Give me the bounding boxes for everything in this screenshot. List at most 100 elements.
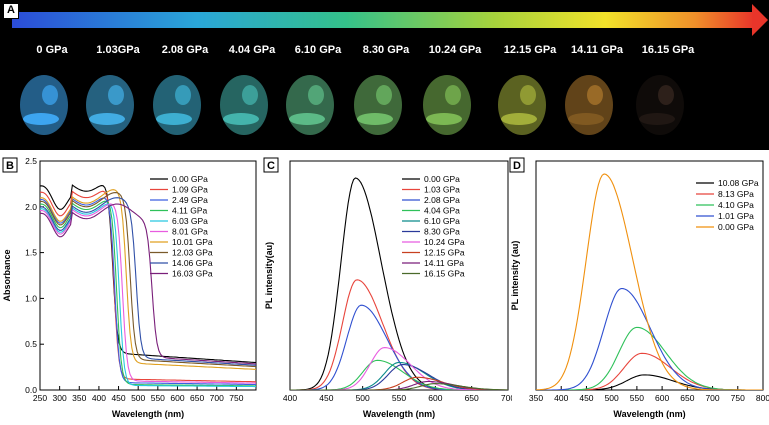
legend-label: 1.03 GPa — [424, 185, 460, 195]
plot-frame — [289, 160, 509, 391]
crystal-glow-image — [86, 75, 134, 135]
legend-label: 14.06 GPa — [172, 258, 213, 268]
legend-label: 6.03 GPa — [172, 216, 208, 226]
svg-text:D: D — [513, 160, 521, 172]
panel-c-svg: 400 450 500 550 600 650 700 Wavelength (nm) PL i… — [263, 157, 515, 419]
crystal-glow-image — [423, 75, 471, 135]
pressure-label: 14.11 GPa — [571, 44, 624, 56]
series-line — [40, 197, 256, 386]
x-tick-label: 300 — [53, 393, 67, 403]
panel-label: C — [263, 157, 279, 173]
series-line — [290, 177, 508, 390]
y-axis-label: Absorbance — [2, 249, 12, 301]
legend-label: 2.49 GPa — [172, 195, 208, 205]
legend-label: 8.30 GPa — [424, 227, 460, 237]
panel-b-chart: 250 300 350 400 450 500 550 600 650 700 750 0.0 0.5 1… — [0, 155, 258, 420]
crystal-glow-image — [20, 75, 68, 135]
x-tick-label: 600 — [170, 393, 184, 403]
legend-label: 2.08 GPa — [424, 195, 460, 205]
legend-label: 4.10 GPa — [718, 200, 754, 210]
legend-label: 12.15 GPa — [424, 248, 465, 258]
y-tick-label: 2.5 — [25, 156, 37, 166]
series-line — [290, 347, 508, 390]
y-tick-label: 1.0 — [25, 293, 37, 303]
x-tick-label: 450 — [319, 393, 333, 403]
pressure-label: 2.08 GPa — [162, 44, 209, 56]
series-line — [40, 192, 256, 368]
x-tick-label: 500 — [356, 393, 370, 403]
legend-label: 8.13 GPa — [718, 189, 754, 199]
pressure-label: 10.24 GPa — [429, 44, 482, 56]
crystal-glow-image — [286, 75, 334, 135]
y-tick-label: 1.5 — [25, 248, 37, 258]
legend-label: 0.00 GPa — [718, 222, 754, 232]
x-tick-label: 700 — [501, 393, 512, 403]
panel-a-photo-strip: 0 GPa 1.03GPa 2.08 GPa 4.04 GPa 6.10 GPa 8.30… — [0, 0, 769, 150]
x-tick-label: 600 — [428, 393, 442, 403]
legend-label: 16.03 GPa — [172, 269, 213, 279]
y-tick-label: 0.0 — [25, 385, 37, 395]
crystal-glow-image — [636, 75, 684, 135]
x-tick-label: 400 — [283, 393, 297, 403]
legend-label: 0.00 GPa — [172, 174, 208, 184]
legend-label: 1.01 GPa — [718, 211, 754, 221]
panel-label: B — [2, 157, 18, 173]
x-tick-label: 650 — [465, 393, 479, 403]
series-line — [40, 203, 256, 384]
crystal-glow-image — [220, 75, 268, 135]
x-tick-label: 650 — [190, 393, 204, 403]
legend-label: 12.03 GPa — [172, 248, 213, 258]
series-line — [40, 189, 256, 370]
panel-a-svg: 0 GPa 1.03GPa 2.08 GPa 4.04 GPa 6.10 GPa 8.30… — [12, 4, 768, 135]
crystal-glow-image — [354, 75, 402, 135]
y-axis-label: PL intensity (au) — [510, 241, 520, 311]
pressure-label: 6.10 GPa — [295, 44, 342, 56]
x-tick-label: 650 — [680, 393, 694, 403]
x-tick-label: 550 — [630, 393, 644, 403]
series-line — [40, 203, 256, 388]
arrow-head-icon — [752, 4, 768, 36]
series-line — [290, 383, 508, 390]
x-tick-label: 550 — [392, 393, 406, 403]
pressure-label: 12.15 GPa — [504, 44, 557, 56]
panel-c-chart: 400 450 500 550 600 650 700 Wavelength (nm) PL i… — [262, 155, 515, 420]
series-line — [40, 190, 256, 383]
x-tick-label: 450 — [579, 393, 593, 403]
crystal-glow-image — [498, 75, 546, 135]
x-tick-label: 550 — [151, 393, 165, 403]
pressure-label: 0 GPa — [36, 44, 68, 56]
legend-label: 10.08 GPa — [718, 178, 759, 188]
pressure-gradient-arrow-bar — [12, 12, 754, 28]
panel-b-svg: 250 300 350 400 450 500 550 600 650 700 750 0.0 0.5 1… — [2, 156, 257, 419]
panel-a-label: A — [3, 3, 19, 19]
svg-text:C: C — [267, 160, 275, 172]
x-tick-label: 450 — [111, 393, 125, 403]
legend-label: 4.11 GPa — [172, 206, 208, 216]
series-group — [536, 173, 763, 390]
x-tick-label: 500 — [605, 393, 619, 403]
pressure-label: 1.03GPa — [96, 44, 140, 56]
x-tick-label: 750 — [731, 393, 745, 403]
pressure-label: 8.30 GPa — [363, 44, 410, 56]
x-axis-label: Wavelength (nm) — [613, 409, 685, 419]
panel-label: D — [509, 157, 525, 173]
svg-text:B: B — [6, 160, 14, 172]
series-line — [40, 197, 256, 366]
crystal-glow-image — [565, 75, 613, 135]
panel-d-chart: 350 400 450 500 550 600 650 700 750 800 Wavelength… — [508, 155, 769, 420]
y-tick-label: 2.0 — [25, 202, 37, 212]
x-tick-label: 600 — [655, 393, 669, 403]
legend-label: 8.01 GPa — [172, 227, 208, 237]
x-tick-label: 400 — [554, 393, 568, 403]
y-axis-label: PL intensity(au) — [264, 242, 274, 309]
crystal-glow-image — [153, 75, 201, 135]
y-tick-label: 0.5 — [25, 339, 37, 349]
series-line — [290, 304, 508, 390]
x-tick-label: 400 — [92, 393, 106, 403]
series-line — [40, 184, 256, 364]
x-tick-label: 800 — [756, 393, 769, 403]
x-tick-label: 500 — [131, 393, 145, 403]
series-group — [40, 184, 256, 388]
legend-label: 1.09 GPa — [172, 185, 208, 195]
x-axis-label: Wavelength (nm) — [363, 409, 435, 419]
